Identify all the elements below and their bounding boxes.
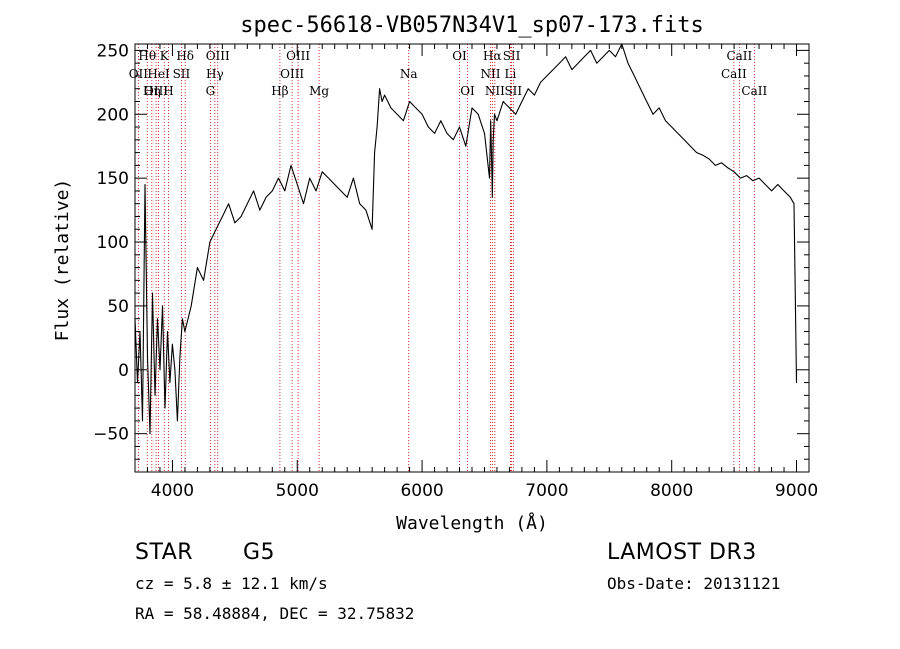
spectral-line-label: OIII <box>286 49 310 63</box>
spectral-line-label: OI <box>452 49 467 63</box>
spectrum-series <box>134 43 798 435</box>
spectral-line-label: OIII <box>206 49 230 63</box>
spectral-line-label: Na <box>400 67 418 81</box>
coordinates: RA = 58.48884, DEC = 32.75832 <box>135 604 415 623</box>
spectral-line-label: G <box>206 84 216 98</box>
survey-name: LAMOST DR3 <box>607 540 757 565</box>
spectral-line-label: Hα <box>483 49 502 63</box>
spectral-line-label: CaII <box>726 49 752 63</box>
spectral-line-label: OII <box>129 67 149 81</box>
chart-title: spec-56618-VB057N34V1_sp07-173.fits <box>240 13 704 38</box>
spectral-line-label: CaII <box>721 67 747 81</box>
spectral-line-label: Hδ <box>176 49 194 63</box>
spectral-line-label: H <box>163 84 173 98</box>
spectral-line-label: HeI <box>147 67 170 81</box>
obs-date: Obs-Date: 20131121 <box>607 574 781 593</box>
spectral-line-label: CaII <box>741 84 767 98</box>
spectral-line-label: Li <box>505 67 517 81</box>
y-tick-label: −50 <box>93 425 129 445</box>
spectral-line-label: NII <box>485 84 505 98</box>
spectral-line-label: Hθ <box>138 49 156 63</box>
object-subclass: G5 <box>243 540 276 565</box>
spectral-line-label: SII <box>503 49 521 63</box>
spectral-line-label: OIII <box>280 67 304 81</box>
spectral-line-label: Mg <box>309 84 329 98</box>
x-tick-label: 5000 <box>276 481 319 501</box>
spectral-line-label: Hη <box>143 84 161 98</box>
y-tick-label: 150 <box>97 169 129 189</box>
y-tick-label: 100 <box>97 233 129 253</box>
spectral-line-label: K <box>160 49 170 63</box>
y-tick-label: 0 <box>118 361 129 381</box>
spectral-line-label: OIII <box>144 84 168 98</box>
redshift-readout: cz = 5.8 ± 12.1 km/s <box>135 574 328 593</box>
x-axis-label: Wavelength (Å) <box>396 512 548 534</box>
spectral-line-label: Hγ <box>206 67 224 81</box>
x-tick-label: 4000 <box>151 481 194 501</box>
object-class: STAR <box>135 540 194 565</box>
x-tick-label: 9000 <box>775 481 818 501</box>
y-tick-label: 50 <box>107 297 129 317</box>
x-tick-label: 8000 <box>650 481 693 501</box>
spectrum-line <box>134 43 798 435</box>
spectral-line-label: NII <box>480 67 500 81</box>
y-tick-label: 200 <box>97 105 129 125</box>
spectral-line-label: SII <box>173 67 191 81</box>
x-tick-label: 6000 <box>400 481 443 501</box>
y-axis-label: Flux (relative) <box>52 179 73 342</box>
y-tick-label: 250 <box>97 41 129 61</box>
spectral-line-label: OI <box>460 84 475 98</box>
x-tick-label: 7000 <box>525 481 568 501</box>
axis-ticks: 4000 5000 6000 7000 8000 9000 −50 0 50 100 150 200 2… <box>93 41 818 501</box>
spectral-line-label: Hβ <box>271 84 288 98</box>
spectral-line-label: SII <box>504 84 522 98</box>
